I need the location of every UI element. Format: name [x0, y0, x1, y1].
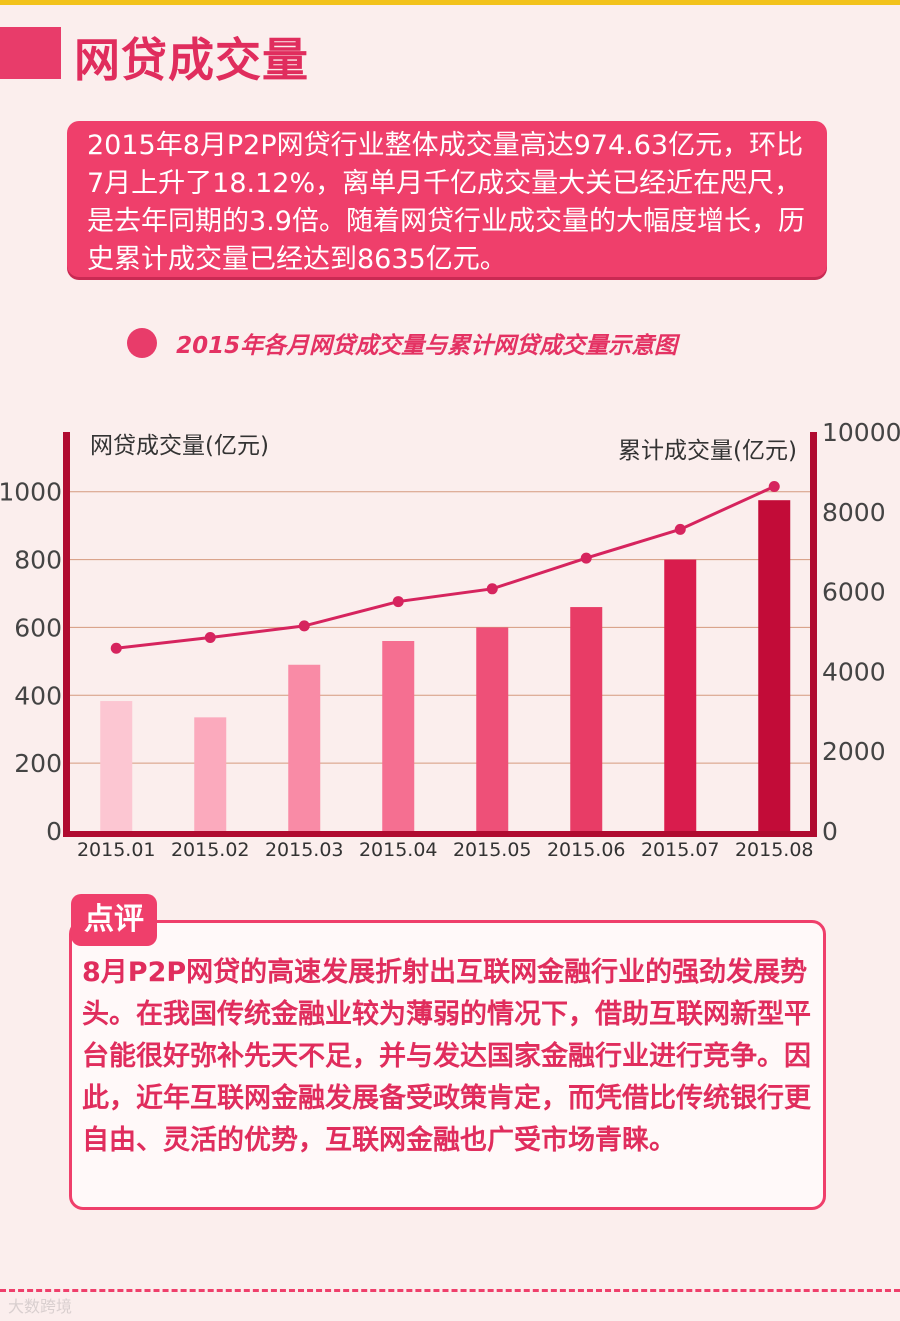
left-axis — [63, 432, 70, 834]
comment-box — [69, 920, 826, 1210]
chart-title-row: 2015年各月网贷成交量与累计网贷成交量示意图 — [127, 326, 677, 362]
comment-text: 8月P2P网贷的高速发展折射出互联网金融行业的强劲发展势头。在我国传统金融业较为… — [82, 957, 811, 1156]
x-axis — [63, 831, 817, 837]
bar — [570, 607, 603, 831]
bar-line-chart: 0200400600800100002000400060008000100002… — [0, 420, 900, 861]
bar — [664, 559, 697, 831]
line-point — [486, 583, 498, 595]
x-tick-label: 2015.07 — [641, 839, 720, 861]
chart-title: 2015年各月网贷成交量与累计网贷成交量示意图 — [176, 333, 678, 359]
x-tick-label: 2015.04 — [359, 839, 438, 861]
line-point — [298, 620, 310, 632]
comment-tag: 点评 — [71, 894, 157, 946]
bullet-dot-icon — [127, 328, 157, 358]
left-tick-label: 0 — [46, 817, 62, 846]
bar — [476, 627, 509, 831]
line-point — [110, 642, 122, 654]
bar — [100, 701, 133, 831]
x-tick-label: 2015.01 — [77, 839, 156, 861]
summary-box: 2015年8月P2P网贷行业整体成交量高达974.63亿元，环比7月上升了18.… — [67, 121, 827, 277]
right-tick-label: 8000 — [822, 498, 886, 527]
page-title: 网贷成交量 — [74, 33, 309, 87]
x-tick-label: 2015.03 — [265, 839, 344, 861]
line-point — [768, 480, 780, 492]
right-tick-label: 0 — [822, 817, 838, 846]
bar — [758, 500, 791, 831]
x-tick-label: 2015.08 — [735, 839, 814, 861]
right-tick-label: 4000 — [822, 657, 886, 686]
right-tick-label: 2000 — [822, 737, 886, 766]
y2-axis-label: 累计成交量(亿元) — [618, 438, 797, 464]
cumulative-line — [116, 485, 775, 650]
watermark-logo: 大数跨境 — [8, 1297, 73, 1316]
left-tick-label: 400 — [14, 681, 62, 710]
bar — [288, 664, 321, 831]
line-point — [204, 631, 216, 643]
left-tick-label: 800 — [14, 546, 62, 575]
right-axis — [810, 432, 817, 834]
x-tick-label: 2015.02 — [171, 839, 250, 861]
line-point — [580, 552, 592, 564]
y-axis-label: 网贷成交量(亿元) — [90, 433, 269, 459]
left-tick-label: 200 — [14, 749, 62, 778]
bar — [382, 641, 415, 831]
left-tick-label: 600 — [14, 613, 62, 642]
title-accent-block — [0, 27, 61, 79]
top-accent-bar — [0, 0, 900, 5]
line-point — [674, 523, 686, 535]
bar — [194, 717, 227, 831]
summary-text: 2015年8月P2P网贷行业整体成交量高达974.63亿元，环比7月上升了18.… — [87, 130, 805, 275]
x-tick-label: 2015.05 — [453, 839, 532, 861]
right-tick-label: 6000 — [822, 578, 886, 607]
line-point — [392, 596, 404, 608]
bottom-dashed-divider — [0, 1289, 900, 1292]
x-tick-label: 2015.06 — [547, 839, 626, 861]
right-tick-label: 10000 — [822, 420, 900, 447]
left-tick-label: 1000 — [0, 478, 62, 507]
